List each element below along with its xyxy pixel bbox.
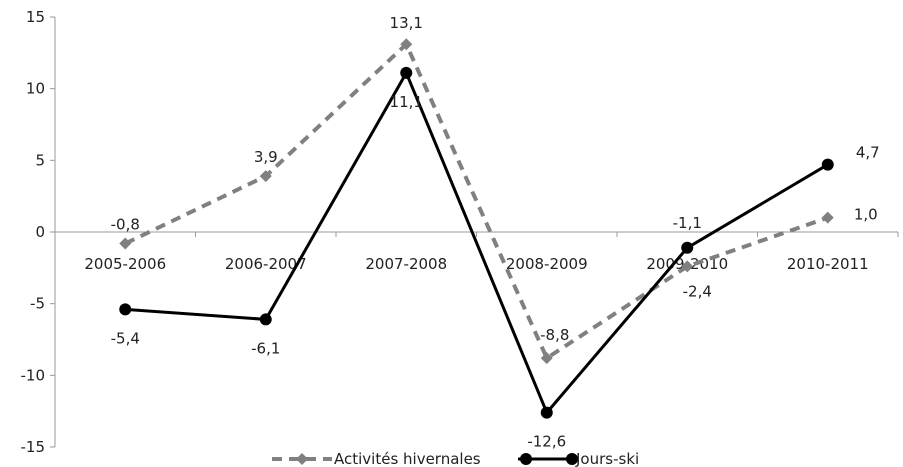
category-label: 2010-2011 [787,255,869,273]
data-label: -6,1 [251,339,280,357]
y-tick-label: 10 [26,80,45,98]
y-tick-label: -15 [21,438,46,456]
category-label: 2007-2008 [365,255,447,273]
y-tick-label: 15 [26,8,45,26]
data-point-circle [259,313,272,326]
data-label: 1,0 [854,206,878,224]
y-tick-label: -10 [21,366,46,384]
legend-label: Jours-ski [575,450,639,467]
legend-diamond-icon [296,453,308,465]
data-point-circle [540,406,553,419]
data-point-diamond [259,170,272,183]
y-tick-label: 5 [35,151,45,169]
data-labels: -0,8 3,9 13,1 -8,8 -2,4 1,0 -5,4 -6,1 11,1 -12,6 -… [111,14,880,450]
data-label: -12,6 [527,433,566,451]
category-label: 2005-2006 [84,255,166,273]
data-point-circle [681,241,694,254]
legend: Activités hivernales Jours-ski [272,450,639,467]
data-point-circle [400,66,413,79]
data-point-diamond [400,38,413,51]
series-layer [119,38,834,419]
series-line-jours-ski [125,71,829,415]
category-label: 2006-2007 [225,255,307,273]
axes: 15 10 5 0 -5 -10 -15 [21,8,899,456]
data-label: -0,8 [111,215,140,233]
data-label: 4,7 [856,144,880,162]
series-line-activites-hivernales [124,42,829,361]
data-label: 13,1 [390,14,423,32]
data-label: 3,9 [254,148,278,166]
legend-circle-icon [520,453,532,465]
category-label: 2008-2009 [506,255,588,273]
data-label: -1,1 [673,214,702,232]
data-point-diamond [119,237,132,250]
data-label: -5,4 [111,329,140,347]
data-label: -8,8 [540,326,569,344]
y-tick-label: -5 [30,295,45,313]
legend-label: Activités hivernales [334,450,481,467]
data-point-diamond [821,211,834,224]
category-labels: 2005-20062006-20072007-20082008-20092009… [84,255,868,273]
data-point-diamond [681,260,694,273]
legend-circle-icon [566,453,578,465]
data-point-diamond [540,352,553,365]
data-label: 11,1 [390,93,423,111]
y-tick-label: 0 [35,223,45,241]
data-label: -2,4 [683,282,712,300]
data-point-circle [821,158,834,171]
data-point-circle [119,303,132,316]
